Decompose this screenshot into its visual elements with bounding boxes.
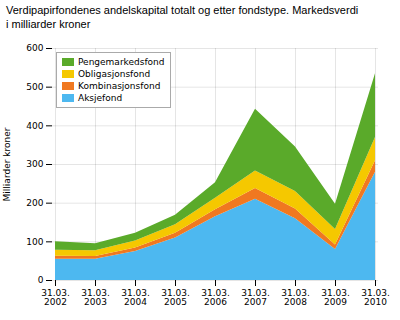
svg-text:31.03.2007: 31.03.2007 — [241, 287, 270, 306]
svg-text:31.03.2010: 31.03.2010 — [361, 287, 390, 306]
svg-text:0: 0 — [38, 275, 44, 285]
svg-text:300: 300 — [26, 159, 43, 169]
html-text:Aksjefond: Aksjefond — [78, 92, 123, 103]
svg-text:Milliarder kroner: Milliarder kroner — [2, 127, 12, 201]
svg-text:31.03.2003: 31.03.2003 — [81, 287, 110, 306]
svg-text:31.03.2006: 31.03.2006 — [201, 287, 230, 306]
html-text:Obligasjonsfond: Obligasjonsfond — [78, 68, 151, 79]
svg-text:31.03.2009: 31.03.2009 — [321, 287, 350, 306]
svg-text:100: 100 — [26, 236, 43, 246]
html-text:Kombinasjonsfond: Kombinasjonsfond — [78, 80, 161, 91]
svg-text:31.03.2005: 31.03.2005 — [161, 287, 190, 306]
svg-text:600: 600 — [26, 43, 43, 53]
svg-text:400: 400 — [26, 120, 43, 130]
html-text:Verdipapirfondenes andelskapit: Verdipapirfondenes andelskapital totalt … — [6, 4, 359, 30]
svg-text:31.03.2004: 31.03.2004 — [121, 287, 150, 306]
svg-text:31.03.2008: 31.03.2008 — [281, 287, 310, 306]
html-text:Pengemarkedsfond: Pengemarkedsfond — [78, 56, 165, 67]
svg-text:200: 200 — [26, 198, 43, 208]
svg-text:500: 500 — [26, 82, 43, 92]
svg-text:31.03.2002: 31.03.2002 — [41, 287, 70, 306]
